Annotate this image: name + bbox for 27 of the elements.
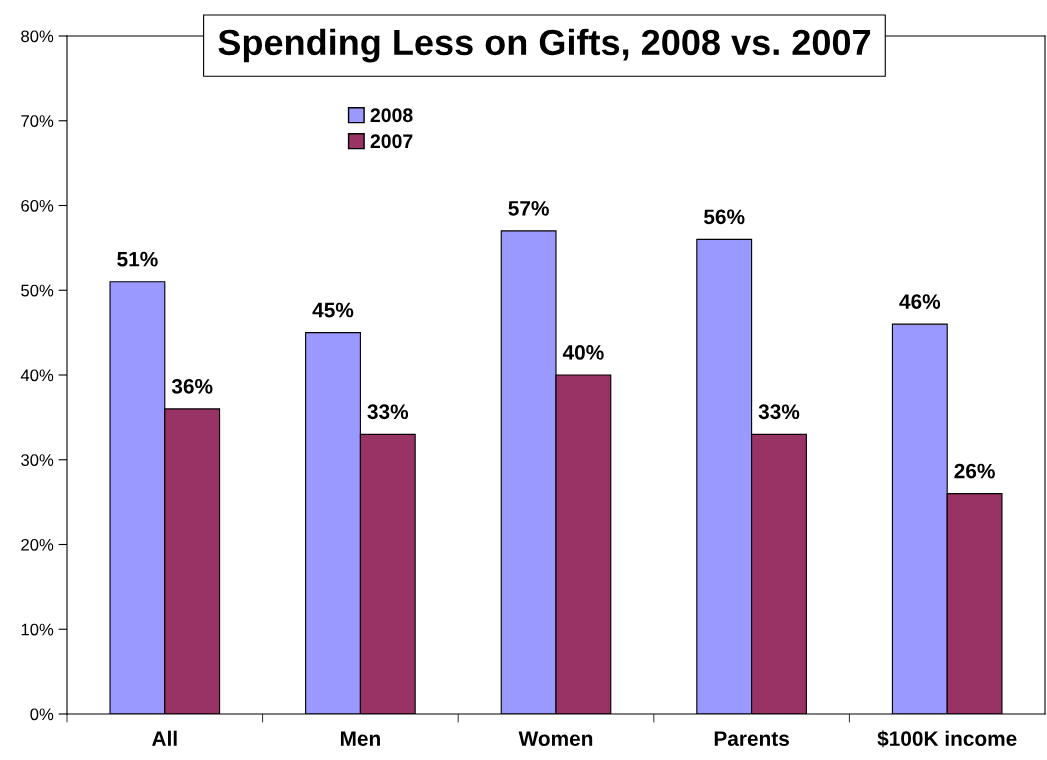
y-tick-label: 60% bbox=[21, 199, 54, 212]
y-tick-label: 80% bbox=[21, 30, 54, 43]
data-label: 40% bbox=[562, 345, 604, 360]
x-tick-label: $100K income bbox=[877, 730, 1017, 748]
data-label: 36% bbox=[171, 378, 213, 394]
y-tick-label: 0% bbox=[30, 708, 54, 721]
y-tick-label: 10% bbox=[21, 623, 54, 636]
y-tick-label: 30% bbox=[21, 454, 54, 466]
data-label: 26% bbox=[954, 463, 995, 479]
data-label: 57% bbox=[508, 201, 549, 216]
x-tick-label: Women bbox=[518, 731, 593, 746]
x-tick-label: Men bbox=[340, 731, 380, 746]
data-label: 45% bbox=[312, 302, 354, 318]
legend-label: 2008 bbox=[370, 108, 413, 123]
legend-label: 2007 bbox=[370, 134, 413, 149]
x-tick-label: All bbox=[152, 730, 177, 746]
data-label: 33% bbox=[758, 404, 800, 420]
data-label: 33% bbox=[367, 404, 409, 420]
data-label: 56% bbox=[704, 209, 745, 225]
y-tick-label: 70% bbox=[21, 115, 54, 127]
y-tick-label: 20% bbox=[21, 538, 54, 551]
chart-title: Spending Less on Gifts, 2008 vs. 2007 bbox=[218, 28, 871, 63]
y-tick-label: 50% bbox=[21, 284, 54, 297]
y-tick-label: 40% bbox=[20, 369, 54, 382]
data-label: 51% bbox=[117, 251, 158, 267]
data-label: 46% bbox=[899, 294, 941, 309]
x-tick-label: Parents bbox=[714, 731, 789, 746]
